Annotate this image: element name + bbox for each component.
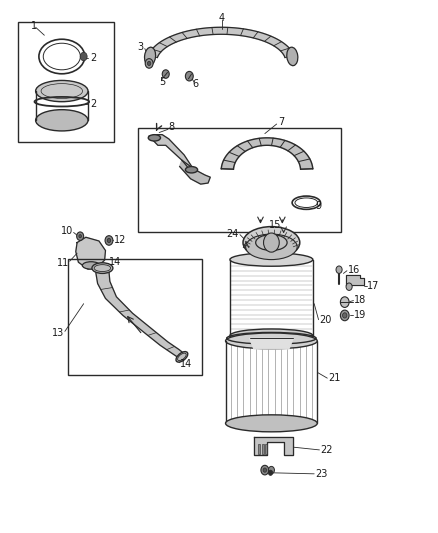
Circle shape (145, 59, 153, 68)
Ellipse shape (148, 135, 160, 141)
Bar (258, 443, 261, 454)
Polygon shape (96, 272, 186, 358)
Text: 16: 16 (348, 265, 360, 275)
Text: 2: 2 (90, 99, 96, 109)
Text: 1: 1 (31, 21, 37, 31)
Text: 21: 21 (328, 373, 340, 383)
Polygon shape (148, 27, 294, 58)
Text: 22: 22 (320, 445, 333, 455)
Ellipse shape (226, 415, 317, 432)
Circle shape (340, 297, 349, 308)
Circle shape (80, 52, 87, 61)
Text: 9: 9 (315, 201, 321, 211)
Circle shape (346, 283, 352, 290)
Text: 13: 13 (52, 328, 64, 338)
Circle shape (77, 232, 84, 240)
Bar (138, 128, 341, 232)
Polygon shape (180, 160, 210, 184)
Text: 3: 3 (138, 42, 144, 52)
Text: 8: 8 (169, 122, 175, 132)
Text: 11: 11 (57, 258, 69, 268)
Circle shape (263, 468, 267, 472)
Polygon shape (221, 138, 313, 169)
Circle shape (268, 466, 275, 474)
Ellipse shape (82, 262, 100, 269)
Circle shape (79, 235, 81, 238)
Bar (18, 22, 114, 142)
Ellipse shape (230, 253, 313, 266)
Polygon shape (76, 237, 106, 269)
Circle shape (336, 266, 342, 273)
Text: 4: 4 (219, 13, 225, 23)
Ellipse shape (92, 263, 113, 273)
Circle shape (105, 236, 113, 245)
Text: 17: 17 (367, 281, 380, 291)
Circle shape (148, 61, 151, 66)
Polygon shape (250, 338, 293, 349)
Text: 14: 14 (180, 359, 192, 369)
Ellipse shape (35, 110, 88, 131)
Text: 12: 12 (114, 235, 127, 245)
Ellipse shape (287, 47, 298, 66)
Ellipse shape (243, 227, 300, 259)
Text: 15: 15 (268, 220, 281, 230)
Polygon shape (346, 275, 364, 285)
Ellipse shape (226, 333, 317, 349)
Polygon shape (254, 437, 293, 455)
Ellipse shape (246, 234, 297, 260)
Bar (68, 259, 201, 375)
Circle shape (185, 71, 193, 81)
Text: 19: 19 (353, 310, 366, 320)
Bar (262, 443, 264, 454)
Text: 14: 14 (109, 257, 121, 267)
Text: 7: 7 (279, 117, 285, 127)
Circle shape (162, 70, 169, 78)
Ellipse shape (145, 47, 155, 66)
Text: 2: 2 (90, 53, 96, 62)
Text: 5: 5 (159, 77, 165, 87)
Bar (265, 443, 268, 454)
Text: 18: 18 (354, 295, 367, 305)
Circle shape (264, 233, 279, 252)
Text: 20: 20 (319, 314, 332, 325)
Text: 24: 24 (227, 229, 239, 239)
Ellipse shape (35, 80, 88, 102)
Ellipse shape (185, 166, 198, 173)
Circle shape (261, 465, 269, 475)
Polygon shape (149, 135, 193, 171)
Text: 6: 6 (193, 79, 199, 89)
Text: 23: 23 (315, 469, 328, 479)
Circle shape (343, 313, 347, 318)
Ellipse shape (230, 329, 313, 342)
Text: 10: 10 (60, 227, 73, 237)
Ellipse shape (176, 352, 188, 362)
Circle shape (268, 470, 273, 475)
Circle shape (107, 238, 111, 243)
Circle shape (340, 310, 349, 321)
